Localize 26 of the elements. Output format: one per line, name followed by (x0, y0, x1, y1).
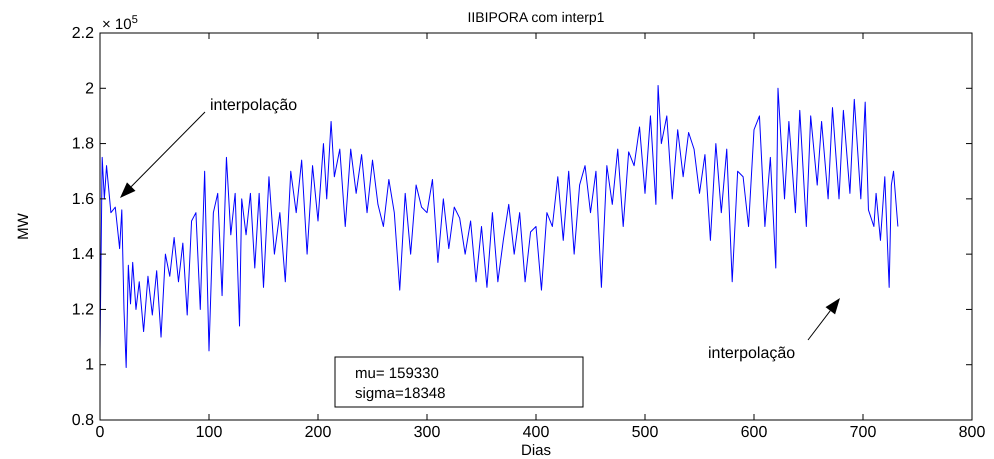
y-tick-label: 1.4 (72, 246, 94, 264)
line-series (100, 85, 898, 368)
y-tick-label: 1.8 (72, 136, 94, 153)
x-axis-title: Dias (520, 442, 552, 459)
x-tick-label: 300 (414, 424, 440, 441)
x-tick-label: 500 (632, 424, 658, 441)
y-tick-label: 1.6 (72, 190, 94, 208)
annotation: mu= 159330 (355, 365, 439, 382)
y-tick-label: 1.2 (72, 301, 94, 318)
y-tick-label: 2 (85, 80, 94, 98)
y-tick-label: 2.2 (72, 25, 94, 42)
chart-title: IIBIPORA com interp1 (468, 9, 605, 25)
y-tick-label: 0.8 (72, 412, 94, 429)
annotation: interpolação (708, 345, 796, 362)
x-tick-label: 600 (740, 424, 768, 441)
y-axis-title: MW (15, 212, 32, 240)
x-tick-label: 700 (850, 424, 876, 441)
x-tick-label: 100 (196, 424, 222, 441)
annotation: sigma=18348 (355, 385, 446, 402)
x-tick-label: 800 (958, 424, 986, 441)
y-tick-label: 1 (85, 356, 94, 374)
annotation: interpolação (210, 97, 298, 114)
x-tick-label: 200 (304, 424, 332, 441)
x-tick-label: 400 (522, 424, 550, 441)
x-tick-label: 0 (96, 424, 105, 441)
annotation: × 10$^{5}$ (102, 14, 138, 33)
